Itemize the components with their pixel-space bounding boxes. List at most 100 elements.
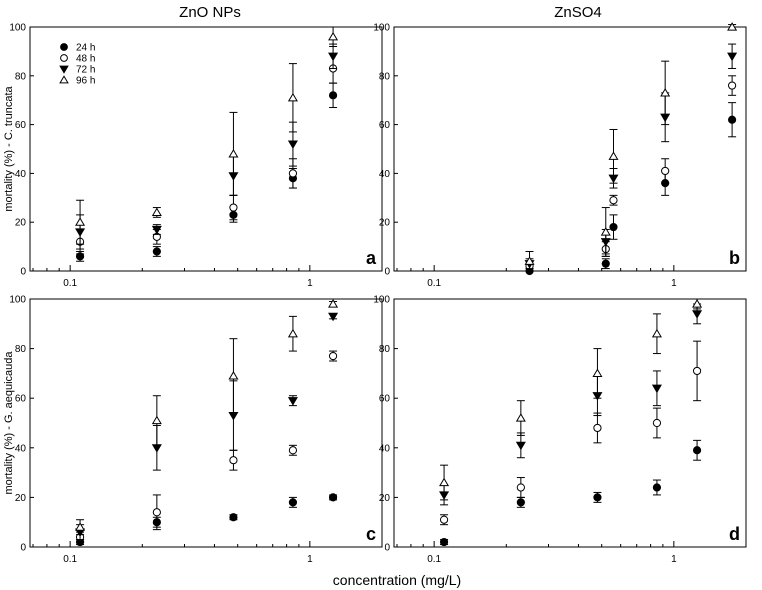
plot-frame [29,26,383,272]
y-tick-label: 80 [15,71,27,82]
panel-letter-b: b [729,248,740,268]
x-tick-label: 1 [307,278,313,289]
y-tick-label: 0 [20,267,26,278]
data-point [151,415,162,425]
data-point [287,92,298,102]
panel-letter-d: d [729,524,740,544]
series-72h [75,43,339,250]
column-title-zno: ZnO NPs [179,4,241,21]
panel-d: 0 20 40 60 80 100 0.1 1 d [373,295,747,565]
data-point [229,203,238,212]
data-point [75,522,86,531]
panel-letter-a: a [366,248,377,268]
data-point [328,351,338,361]
legend-marker [60,43,68,51]
data-point [328,493,338,502]
legend-marker [59,65,69,74]
series-72h [75,312,339,541]
data-point [692,446,702,455]
data-point [288,446,298,455]
y-tick-label: 100 [9,295,26,306]
data-point [592,368,603,378]
series-24h [75,82,338,262]
y-tick-label: 20 [379,218,391,229]
series-48h [439,340,702,526]
y-tick-label: 60 [379,120,391,131]
y-tick-label: 40 [379,169,391,180]
data-point [727,22,738,31]
series-72h [524,43,738,270]
data-point [516,498,525,507]
series-24h [75,493,338,547]
plot-frame [393,298,747,548]
series-96h [439,298,703,501]
x-tick-label: 0.1 [63,554,77,565]
legend: 24 h48 h72 h96 h [59,43,95,87]
series-96h [524,22,738,272]
data-point [229,513,238,522]
legend-label: 72 h [76,65,95,76]
series-96h [75,26,339,245]
x-tick-label: 1 [671,278,677,289]
y-tick-label: 40 [379,443,391,454]
y-tick-label: 0 [384,267,390,278]
data-point [287,397,298,406]
data-point [328,91,338,100]
x-tick-label: 1 [307,554,313,565]
data-point [692,366,702,376]
series-96h [75,299,339,536]
data-point [515,441,526,451]
panel-a: 0 20 40 60 80 100 0.1 1 a [9,23,383,289]
data-point [228,148,239,158]
y-tick-label: 20 [15,493,27,504]
data-point [328,299,339,308]
x-tick-label: 0.1 [63,278,77,289]
data-point [609,222,618,232]
x-tick-label: 1 [671,554,677,565]
data-point [661,166,670,176]
panel-letter-c: c [366,524,376,544]
data-point [652,483,662,492]
data-point [439,537,449,547]
data-point [727,115,737,124]
data-point [439,515,449,524]
y-tick-label: 0 [384,543,390,554]
data-point [228,370,239,380]
data-point [328,52,339,62]
data-point [328,312,339,322]
legend-label: 96 h [76,76,95,87]
data-point [439,477,450,487]
legend-marker [59,75,69,84]
data-point [152,247,161,256]
data-point [651,384,662,394]
data-point [600,227,611,236]
y-tick-label: 60 [379,394,391,405]
y-tick-label: 20 [15,218,27,229]
data-point [727,81,737,90]
data-point [651,328,662,338]
y-tick-label: 100 [373,23,390,34]
data-point [287,328,298,338]
series-48h [75,350,338,543]
series-24h [525,102,737,276]
panel-c: 0 20 40 60 80 100 0.1 1 c [9,295,383,565]
x-tick-label: 0.1 [427,554,441,565]
y-tick-label: 100 [373,295,390,306]
y-axis-label-top: mortality (%) - C. truncata [3,85,15,211]
data-point [692,299,703,308]
data-point [288,169,298,178]
data-point [601,259,610,268]
y-tick-label: 40 [15,443,27,454]
legend-label: 48 h [76,54,95,65]
plot-frame [29,298,383,548]
data-point [75,217,86,226]
data-point [727,52,738,62]
y-tick-label: 60 [15,120,27,131]
panel-b: 0 20 40 60 80 100 0.1 1 b [373,22,747,289]
data-point [288,498,298,507]
series-48h [525,75,737,272]
y-axis-label-bottom: mortality (%) - G. aequicauda [3,351,15,495]
data-point [652,418,662,428]
